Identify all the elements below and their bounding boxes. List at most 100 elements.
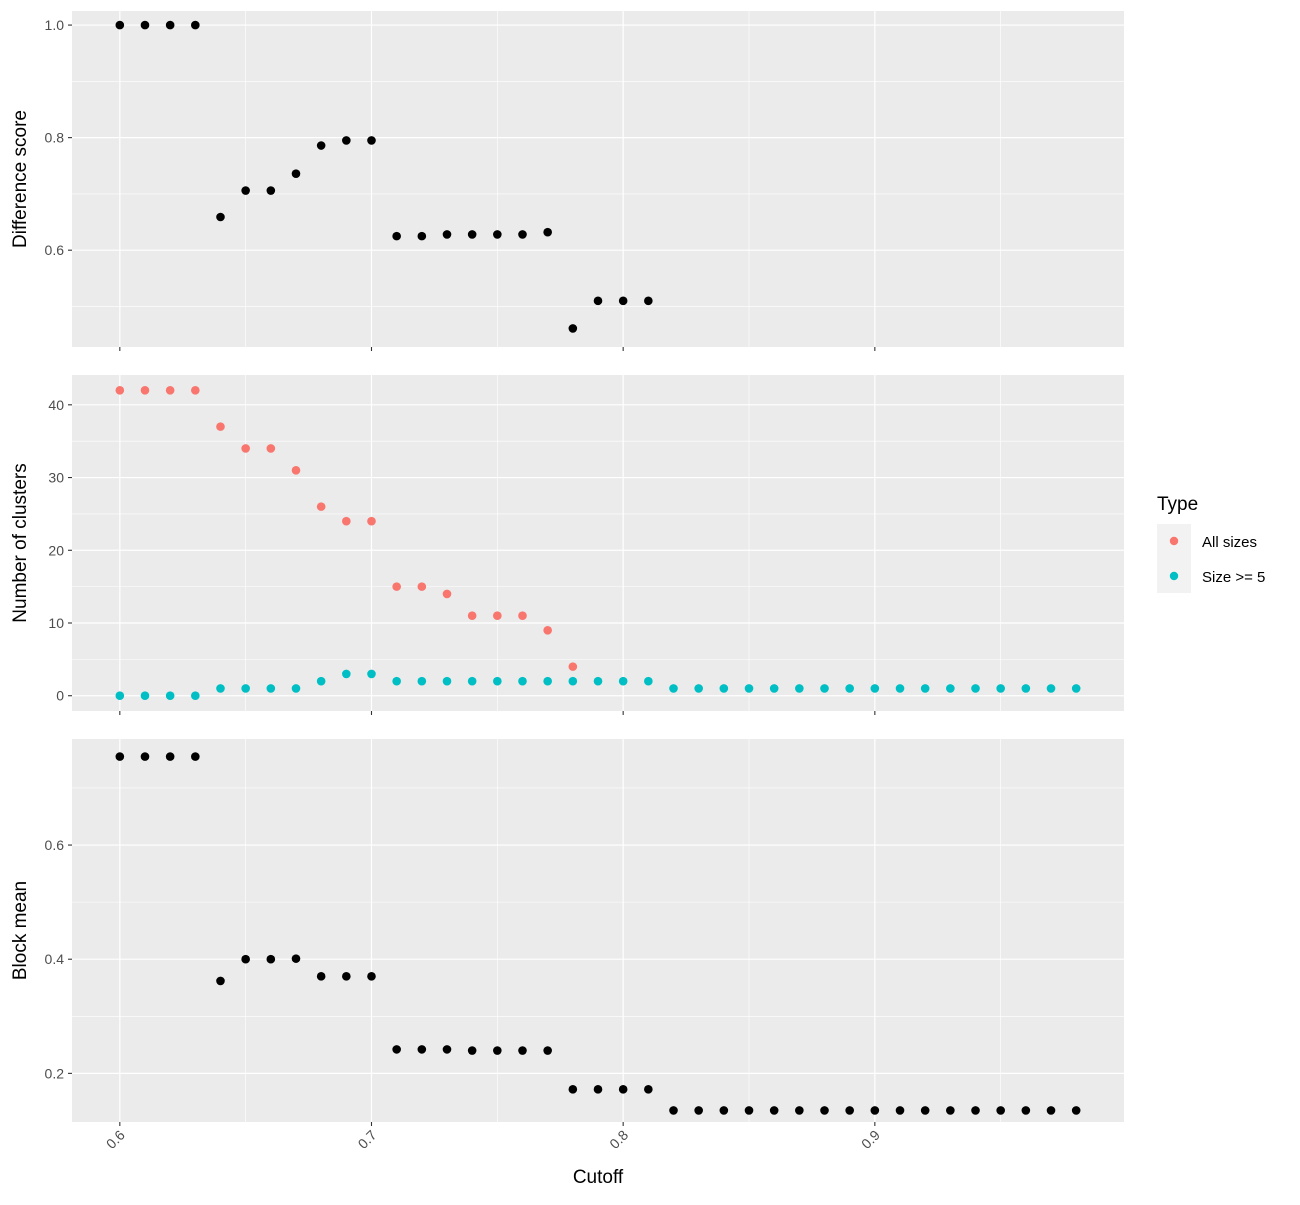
data-point [694,1106,703,1115]
data-point [744,684,754,693]
data-point [518,1046,527,1055]
y-tick-label: 0.6 [45,837,65,853]
data-point [115,20,125,30]
data-point [392,231,401,241]
data-point [216,422,225,431]
data-point [568,324,578,333]
data-point [845,1106,854,1115]
data-point [216,212,225,222]
x-tick-label: 0.9 [858,1127,883,1152]
data-point [266,186,276,195]
data-point [644,296,653,306]
data-point [769,684,779,693]
panel-background [72,11,1124,347]
data-point [543,676,552,686]
data-point [140,20,150,30]
legend-label-all-sizes: All sizes [1202,534,1257,551]
legend-title: Type [1157,494,1198,515]
data-point [1021,1106,1031,1115]
data-point [291,169,301,178]
data-point [493,611,502,621]
data-point [920,684,930,693]
data-point [568,662,578,671]
data-point [316,676,326,686]
data-point [568,1085,578,1094]
data-point [266,684,276,693]
data-point [140,385,150,395]
data-point [442,230,452,239]
data-point [820,684,829,693]
legend-key-size-ge-5 [1169,571,1179,581]
data-point [392,676,401,686]
data-point [618,1085,628,1094]
y-axis-title: Block mean [10,881,31,980]
data-point [895,684,905,693]
data-point [417,582,427,591]
data-point [165,752,175,761]
x-tick-label: 0.7 [355,1127,380,1152]
data-point [241,954,250,964]
data-point [291,465,301,475]
data-point [191,752,200,761]
data-point [971,684,980,693]
data-point [417,231,427,241]
data-point [946,1106,955,1115]
data-point [820,1106,829,1115]
data-point [216,976,225,986]
legend-label-size-ge-5: Size >= 5 [1202,569,1265,586]
data-point [618,296,628,306]
data-point [266,954,276,964]
data-point [316,141,326,150]
panel-2: 0 10 20 30 40 Number of clusters [10,375,1124,715]
data-point [795,684,804,693]
y-tick-label: 1.0 [45,17,65,33]
data-point [644,1085,653,1094]
data-point [216,684,225,693]
data-point [1046,684,1056,693]
data-point [543,1046,552,1055]
y-tick-label: 10 [48,615,64,631]
data-point [593,1085,603,1094]
data-point [996,684,1005,693]
data-point [467,676,477,686]
y-axis-title: Number of clusters [10,463,31,622]
data-point [367,669,376,679]
y-axis-title: Difference score [10,110,31,248]
data-point [140,691,150,701]
data-point [467,1046,477,1055]
data-point [996,1106,1005,1115]
data-point [518,611,527,621]
data-point [165,20,175,30]
data-point [593,296,603,306]
data-point [191,691,200,701]
y-tick-label: 0.4 [45,951,65,967]
data-point [744,1106,754,1115]
data-point [719,1106,729,1115]
data-point [971,1106,980,1115]
legend-key-background [1157,524,1191,593]
data-point [543,227,552,237]
data-point [342,669,351,679]
data-point [442,1045,452,1054]
data-point [493,230,502,239]
data-point [518,230,527,239]
data-point [618,676,628,686]
panel-background [72,739,1124,1122]
y-tick-label: 20 [48,542,64,558]
data-point [1071,684,1081,693]
data-point [467,611,477,621]
data-point [870,684,880,693]
y-tick-label: 0 [56,688,64,704]
data-point [392,582,401,591]
data-point [593,676,603,686]
data-point [694,684,703,693]
data-point [719,684,729,693]
data-point [140,752,150,761]
data-point [1046,1106,1056,1115]
data-point [367,972,376,981]
data-point [241,444,250,453]
data-point [518,676,527,686]
data-point [291,954,301,963]
data-point [442,589,452,599]
data-point [442,676,452,686]
